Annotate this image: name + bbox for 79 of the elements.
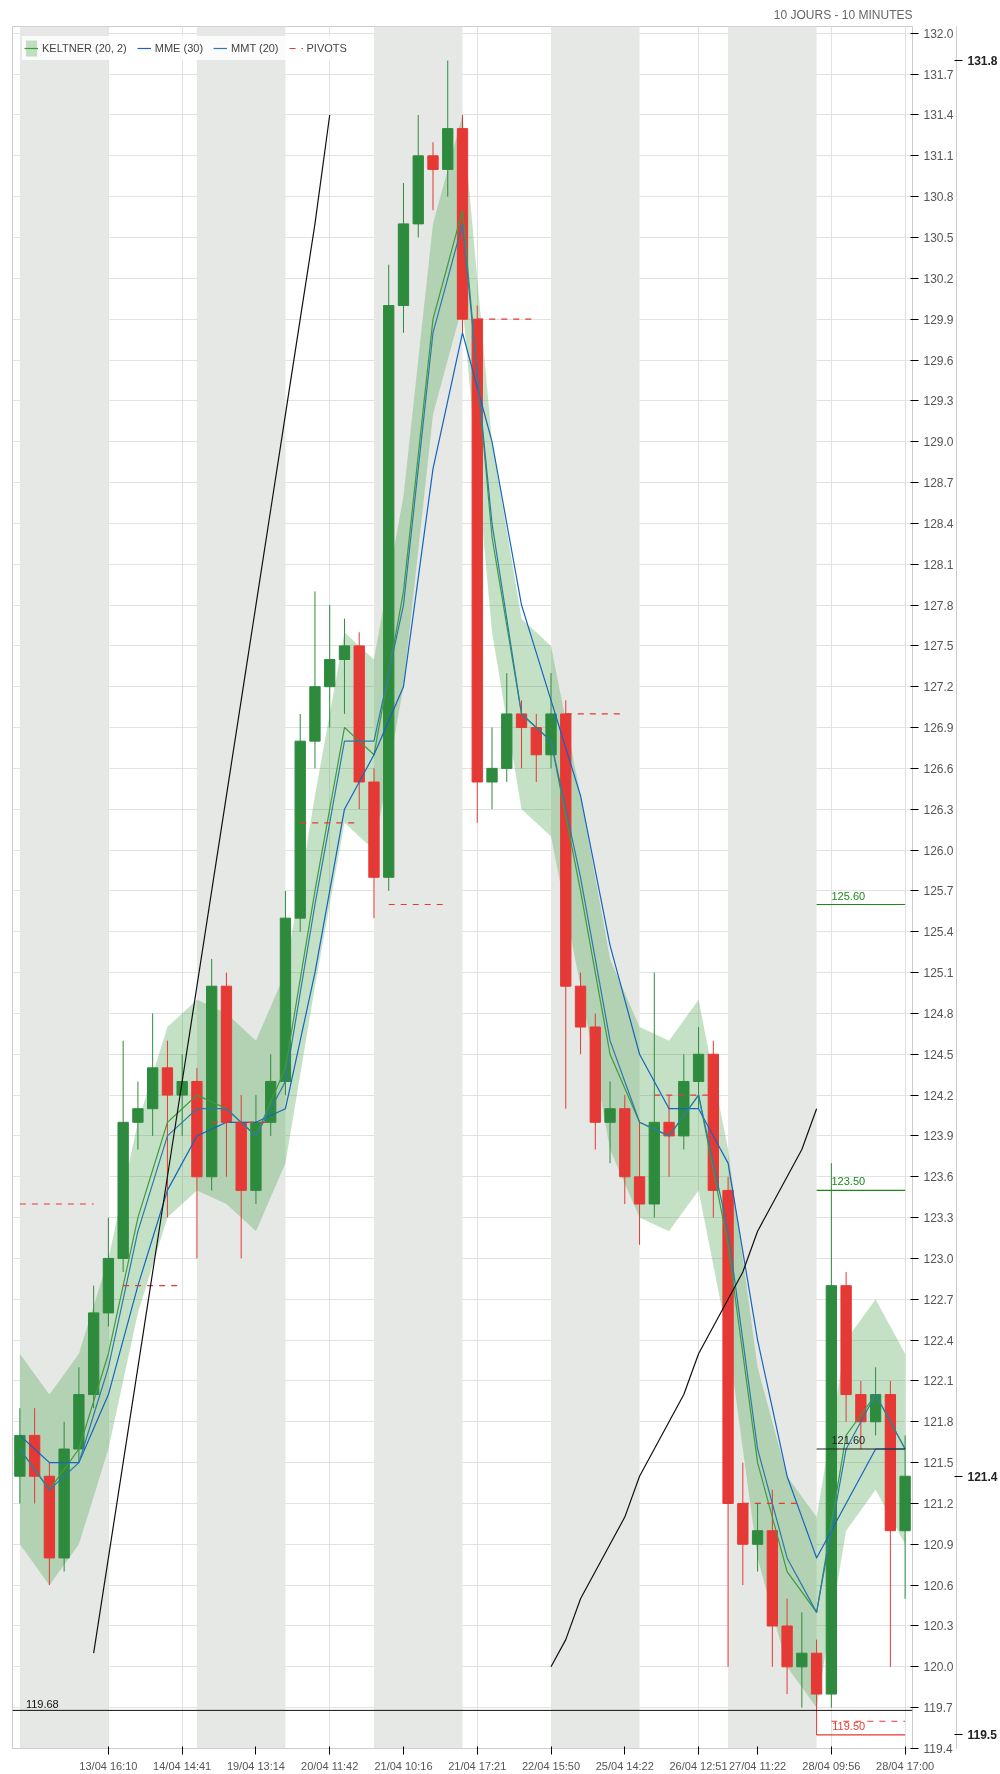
candlestick [486, 727, 498, 810]
candlestick [663, 1094, 675, 1178]
y-tick-label: 128.1 [923, 557, 954, 572]
y-tick-label: 120.0 [923, 1660, 954, 1675]
series-label: 119.50 [832, 1719, 866, 1732]
y-tick-label: 123.6 [923, 1170, 954, 1185]
y-tick-label: 122.1 [923, 1374, 954, 1389]
y-tick-label: 132.0 [923, 26, 954, 41]
y-tick-label: 131.4 [923, 108, 954, 123]
y-tick-label: 127.5 [923, 639, 954, 654]
y-tick-label: 120.9 [923, 1537, 954, 1552]
series-label: 123.50 [831, 1175, 866, 1188]
y-tick-label: 120.3 [923, 1619, 954, 1634]
x-tick-label: 28/04 17:00 [876, 1759, 935, 1772]
candlestick [604, 1080, 616, 1164]
y-tick-label: 126.6 [923, 761, 954, 776]
y-tick-label: 122.7 [923, 1292, 954, 1307]
y-tick-label: 128.4 [923, 516, 954, 531]
line-series [93, 114, 331, 1654]
x-tick-label: 25/04 14:22 [595, 1759, 654, 1772]
line-series [550, 1108, 818, 1668]
y2-tick-label: 121.4 [967, 1469, 998, 1484]
candlestick [132, 1080, 144, 1151]
x-tick-label: 20/04 11:42 [301, 1759, 359, 1772]
y-tick-label: 125.7 [923, 884, 954, 899]
y-tick-label: 121.2 [923, 1496, 954, 1511]
series-label: 125.60 [831, 889, 866, 902]
y-tick-label: 123.3 [923, 1211, 954, 1226]
y-tick-label: 124.8 [923, 1006, 954, 1021]
y-tick-label: 128.7 [923, 476, 954, 491]
y-tick-label: 121.8 [923, 1415, 954, 1430]
legend-label: MME (30) [154, 42, 204, 54]
y2-tick-label: 131.8 [967, 54, 998, 69]
legend-label: MMT (20) [231, 42, 279, 54]
y-tick-label: 130.2 [923, 271, 954, 286]
y-tick-label: 130.5 [923, 231, 954, 245]
y-tick-label: 121.5 [923, 1456, 954, 1471]
candlestick [515, 699, 528, 769]
y-tick-label: 126.3 [923, 802, 954, 817]
y2-tick-label: 119.5 [967, 1728, 998, 1743]
candlestick [176, 1053, 188, 1137]
candlestick [338, 618, 351, 715]
y-tick-label: 124.2 [923, 1088, 954, 1103]
x-tick-label: 26/04 12:51 [669, 1759, 728, 1772]
y-tick-label: 119.7 [923, 1701, 953, 1716]
y-tick-label: 126.0 [923, 843, 954, 858]
y-tick-label: 123.9 [923, 1129, 954, 1144]
y-tick-label: 124.5 [923, 1047, 954, 1062]
y-tick-label: 127.8 [923, 598, 954, 613]
y-tick-label: 125.4 [923, 925, 954, 940]
y-tick-label: 119.4 [923, 1742, 953, 1756]
y-tick-label: 131.7 [923, 67, 954, 82]
legend-label: PIVOTS [306, 42, 347, 54]
x-tick-label: 22/04 15:50 [521, 1759, 581, 1772]
y-tick-label: 120.6 [923, 1578, 954, 1593]
legend-label: KELTNER (20, 2) [42, 42, 127, 54]
y-tick-label: 129.9 [923, 312, 954, 327]
y-tick-label: 131.1 [923, 149, 954, 164]
x-tick-label: 21/04 17:21 [448, 1759, 507, 1772]
chart-subtitle: 10 JOURS - 10 MINUTES [773, 7, 913, 22]
x-tick-label: 28/04 09:56 [802, 1759, 861, 1772]
x-tick-label: 27/04 11:22 [728, 1759, 787, 1772]
x-tick-label: 14/04 14:41 [153, 1759, 212, 1772]
y-tick-label: 126.9 [923, 721, 954, 736]
y-tick-label: 129.3 [923, 394, 954, 409]
y-tick-label: 123.0 [923, 1251, 954, 1266]
candlestick [796, 1611, 808, 1709]
x-tick-label: 19/04 13:14 [226, 1759, 286, 1772]
y-tick-label: 129.6 [923, 353, 954, 368]
ref-line-label: 119.68 [25, 1698, 59, 1711]
candlestick [427, 141, 439, 211]
y-tick-label: 125.1 [923, 966, 954, 981]
y-tick-label: 127.2 [923, 680, 954, 695]
x-tick-label: 21/04 10:16 [374, 1759, 433, 1772]
candlestick [751, 1502, 764, 1573]
y-tick-label: 129.0 [923, 435, 954, 450]
y-tick-label: 122.4 [923, 1333, 954, 1348]
x-tick-label: 13/04 16:10 [79, 1759, 138, 1772]
y-tick-label: 130.8 [923, 190, 954, 205]
